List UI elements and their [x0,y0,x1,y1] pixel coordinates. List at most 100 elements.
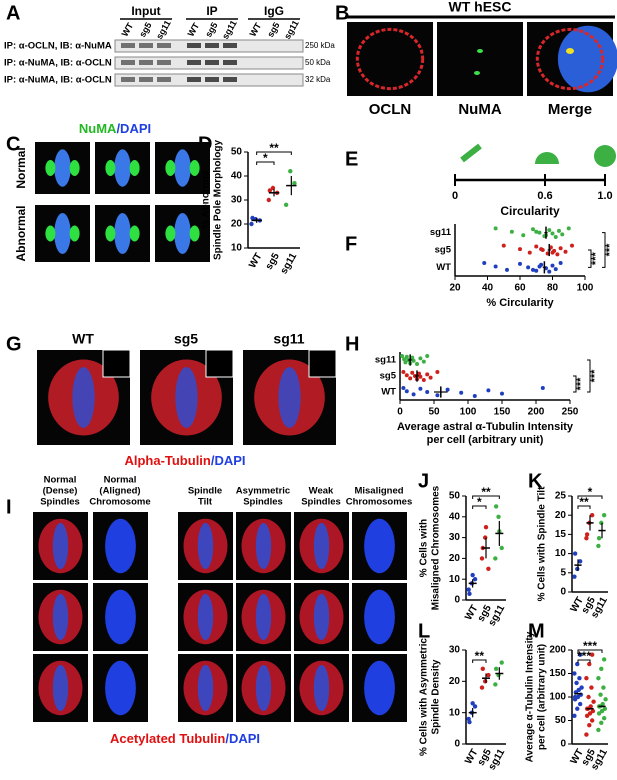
dot [540,386,545,390]
dot [509,229,514,234]
caption-part: Alpha-Tubulin [124,453,210,468]
sig-bracket [577,649,603,653]
caption: Acetylated Tubulin/DAPI [110,731,260,746]
pole [189,160,200,176]
column-label: (Aligned) [99,486,140,497]
dot [589,718,595,723]
sig-bracket [256,161,275,165]
dot [483,535,488,540]
group-header: IgG [264,4,284,18]
dot [499,545,504,551]
row-label: Abnormal [14,205,28,261]
dot [584,676,589,681]
dot [472,704,478,709]
dot [425,372,430,377]
title: WT hESC [449,0,512,15]
dot [589,685,594,690]
y-tick-label: WT [436,262,451,273]
caption-part: /DAPI [225,731,260,746]
y-tick-label: 50 [231,147,243,158]
dot [537,264,542,269]
dot [601,513,607,518]
dot [558,246,563,251]
sig-bracket [577,495,603,499]
dot [493,556,498,561]
column-label: Normal [104,475,137,486]
x-tick-label: 200 [528,407,545,418]
axis-label: Circularity [500,204,560,218]
dot [572,694,578,700]
inset [205,349,234,378]
dot [572,551,578,556]
y-tick-label: 0 [454,739,460,750]
chromatin [105,518,136,574]
band [157,60,171,65]
dot [560,232,565,237]
lane-label: WT [186,21,202,39]
pole [69,225,80,242]
dot [505,267,509,272]
chromatin [197,664,214,712]
pole [45,160,56,176]
dot [539,247,544,252]
column-label: Spindles [301,497,341,508]
chromatin [278,367,301,428]
dot [425,354,430,358]
dot [480,666,485,671]
chromatin [54,212,71,255]
band [139,77,153,82]
dot [518,247,522,252]
sig-bracket [577,505,591,509]
dot [501,243,506,248]
shape-half [535,152,559,164]
y-axis-label: Spindle Density [431,659,442,734]
y-axis-label: % Cells with Spindle Tilt [537,486,548,601]
dot [467,591,472,596]
dot [459,390,464,395]
dot [435,370,440,374]
x-tick-label: 100 [460,407,477,418]
dot [418,356,423,361]
pole [165,225,176,242]
dot [534,244,539,249]
dot [572,574,577,579]
lane-label: sg11 [282,19,301,41]
lane-label: sg5 [203,20,219,38]
y-tick-label: 50 [555,715,567,726]
cell-outline [535,27,605,91]
dot [577,559,583,564]
lane-label: sg11 [220,19,239,41]
chromatin [313,664,330,712]
y-tick-label: 10 [449,574,461,585]
dot [531,227,535,232]
title: NuMA/DAPI [79,121,151,136]
micrograph [437,22,523,96]
y-axis-label: Misaligned Chromosomes [431,485,442,610]
y-tick-label: 0 [560,739,566,750]
dot [425,390,430,394]
dot [518,261,522,266]
sig-label: * [263,151,268,165]
kda-label: 250 kDa [305,41,335,50]
group-header: IP [206,4,217,18]
dot [601,685,606,690]
caption-part: /DAPI [211,453,246,468]
sig-bracket [577,659,591,663]
dot [566,226,571,231]
dot [598,692,603,697]
chromatin [105,660,136,716]
dot [428,375,433,380]
sig-bracket [587,359,591,393]
y-tick-label: 25 [555,491,567,502]
dot [493,666,499,671]
x-tick-label: sg11 [279,251,300,276]
dot [537,230,542,235]
band [157,77,171,82]
dot [401,386,406,390]
spot [477,49,483,53]
dot [596,536,602,541]
dot [572,671,577,676]
chromatin [197,522,214,570]
dot [270,185,276,191]
